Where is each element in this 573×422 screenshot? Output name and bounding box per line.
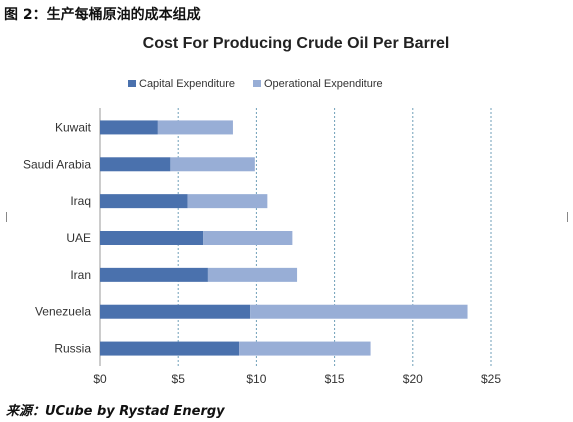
bar-venezuela-series-0: [100, 304, 251, 319]
bar-iran-series-0: [100, 267, 208, 282]
figure-caption: 图 2：生产每桶原油的成本组成: [4, 7, 201, 23]
bar-saudi-arabia-series-0: [100, 157, 171, 172]
x-tick-label-1: $5: [172, 372, 186, 386]
y-tick-label-1: Saudi Arabia: [23, 157, 91, 171]
y-axis-labels: Kuwait Saudi Arabia Iraq UAE Iran Venezuela Ru…: [23, 120, 92, 355]
bar-iran-series-1: [207, 267, 298, 282]
x-tick-label-4: $20: [403, 372, 423, 386]
bar-uae-series-1: [203, 231, 293, 245]
chart-title: Cost For Producing Crude Oil Per Barrel: [143, 35, 450, 52]
y-tick-label-6: Russia: [54, 342, 91, 356]
legend-label-1: Operational Expenditure: [264, 78, 383, 90]
source-note: 来源：UCube by Rystad Energy: [6, 404, 225, 419]
bar-saudi-arabia-series-1: [170, 157, 255, 172]
bar-iraq-series-1: [187, 194, 268, 209]
legend-swatch-1: [253, 80, 261, 87]
bar-venezuela-series-1: [250, 304, 468, 319]
x-axis-labels: $0 $5 $10 $15 $20 $25: [93, 372, 501, 386]
bar-uae-series-0: [100, 231, 204, 245]
y-tick-label-2: Iraq: [70, 194, 91, 208]
y-tick-label-4: Iran: [70, 268, 91, 282]
bar-russia-series-0: [100, 341, 240, 356]
y-tick-label-5: Venezuela: [35, 305, 91, 319]
legend-label-0: Capital Expenditure: [139, 78, 235, 90]
bars: [100, 120, 468, 356]
edge-marker-right: [567, 212, 568, 222]
edge-marker-left: [6, 212, 7, 222]
bar-iraq-series-0: [100, 194, 188, 209]
bar-russia-series-1: [239, 341, 371, 356]
y-tick-label-3: UAE: [66, 231, 91, 245]
x-tick-label-0: $0: [93, 372, 107, 386]
x-tick-label-2: $10: [246, 372, 266, 386]
legend-swatch-0: [128, 80, 136, 87]
x-tick-label-5: $25: [481, 372, 501, 386]
legend: Capital Expenditure Operational Expenditu…: [128, 78, 383, 90]
bar-kuwait-series-1: [157, 120, 233, 135]
y-tick-label-0: Kuwait: [55, 120, 92, 134]
x-tick-label-3: $15: [325, 372, 345, 386]
bar-kuwait-series-0: [100, 120, 158, 135]
